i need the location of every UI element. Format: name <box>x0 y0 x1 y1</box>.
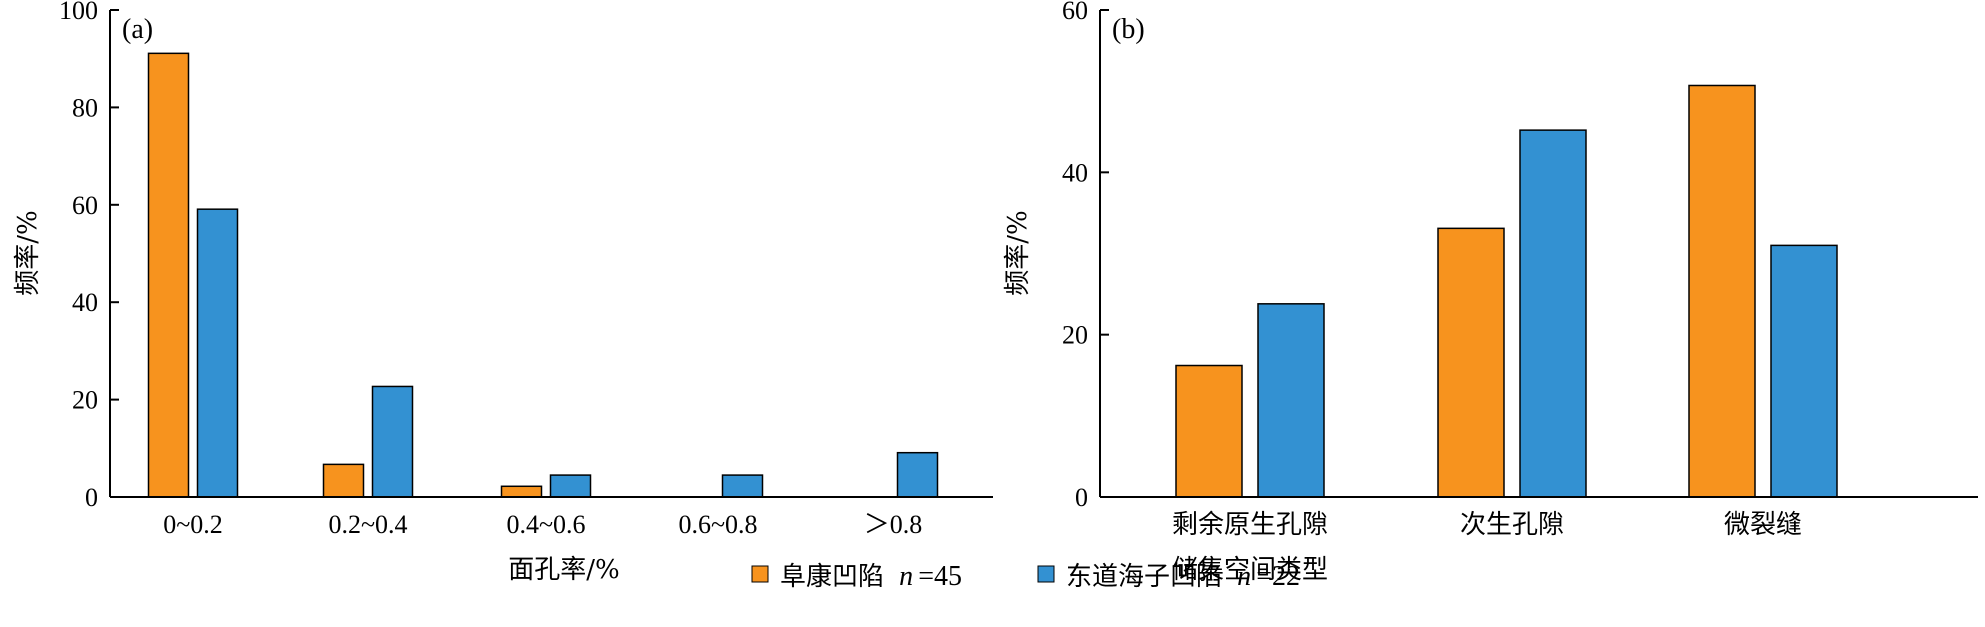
bar-2 <box>371 385 414 498</box>
bar-2 <box>1770 244 1838 498</box>
y-tick-label: 20 <box>72 386 98 415</box>
bar-2 <box>1519 129 1587 498</box>
chart-panel-a: (a) 0 20 40 60 80 100 0~0.2 0.2~0.4 0.4~0.6 0.6~… <box>13 0 993 585</box>
x-tick-label: 0.6~0.8 <box>678 510 757 539</box>
legend-entry-2-count: =22 <box>1256 561 1300 592</box>
legend-entry-1: 阜康凹陷 n =45 <box>780 561 962 592</box>
legend: 阜康凹陷 n =45 东道海子凹陷 n =22 <box>751 561 1300 592</box>
y-axis-label-a: 频率/% <box>13 210 43 295</box>
x-tick-label: ＞0.8 <box>864 510 923 539</box>
x-ticks-a: 0~0.2 0.2~0.4 0.4~0.6 0.6~0.8 ＞0.8 <box>163 510 922 539</box>
bar-1 <box>500 485 543 498</box>
x-tick-label: 0~0.2 <box>163 510 223 539</box>
y-tick-label: 0 <box>1075 483 1088 512</box>
x-axis-label-b: 储集空间类型 <box>1172 555 1328 585</box>
y-tick-label: 100 <box>59 0 98 25</box>
bar-1 <box>1175 364 1243 498</box>
legend-entry-1-name: 阜康凹陷 <box>780 562 884 592</box>
y-tick-label: 80 <box>72 93 98 122</box>
legend-entry-2-n: n <box>1237 561 1251 592</box>
y-ticks-b: 0 20 40 60 <box>1062 0 1109 512</box>
panel-label-a: (a) <box>122 14 153 45</box>
bar-2 <box>896 451 939 498</box>
y-ticks-a: 0 20 40 60 80 100 <box>59 0 119 512</box>
bar-1 <box>322 463 365 498</box>
y-tick-label: 60 <box>1062 0 1088 25</box>
y-tick-label: 20 <box>1062 321 1088 350</box>
bar-2 <box>1257 303 1325 498</box>
bar-2 <box>721 474 764 498</box>
y-tick-label: 40 <box>1062 158 1088 187</box>
chart-panel-b: (b) 0 20 40 60 剩余原生孔隙 次生孔隙 微裂缝 频率/% 储集空间类型 <box>1003 0 1978 585</box>
bars-a <box>147 52 939 498</box>
bar-1 <box>1688 84 1756 498</box>
legend-entry-1-n: n <box>899 561 913 592</box>
legend-entry-2: 东道海子凹陷 n =22 <box>1066 561 1300 592</box>
x-ticks-b: 剩余原生孔隙 次生孔隙 微裂缝 <box>1172 510 1802 539</box>
legend-entry-1-count: =45 <box>918 561 962 592</box>
x-tick-label: 微裂缝 <box>1724 510 1802 539</box>
bar-2 <box>196 208 239 498</box>
x-tick-label: 次生孔隙 <box>1460 510 1564 539</box>
x-tick-label: 0.4~0.6 <box>506 510 585 539</box>
legend-swatch-2 <box>1037 565 1055 583</box>
y-axis-label-b: 频率/% <box>1003 210 1033 295</box>
legend-entry-2-name: 东道海子凹陷 <box>1066 562 1222 592</box>
y-tick-label: 40 <box>72 288 98 317</box>
y-tick-label: 0 <box>85 483 98 512</box>
bar-2 <box>549 474 592 498</box>
panel-label-b: (b) <box>1112 14 1145 45</box>
bars-b <box>1175 84 1838 498</box>
bar-1 <box>147 52 190 498</box>
y-tick-label: 60 <box>72 191 98 220</box>
x-axis-label-a: 面孔率/% <box>508 555 619 585</box>
x-tick-label: 剩余原生孔隙 <box>1172 510 1328 539</box>
x-tick-label: 0.2~0.4 <box>328 510 407 539</box>
legend-swatch-1 <box>751 565 769 583</box>
bar-1 <box>1437 227 1505 498</box>
